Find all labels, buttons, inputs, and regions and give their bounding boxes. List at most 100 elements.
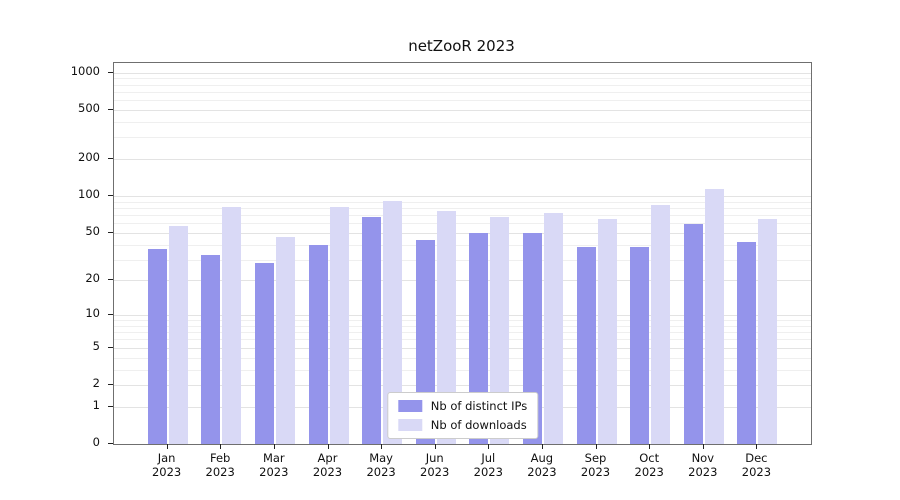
x-tick-jul	[488, 444, 490, 449]
gridline-8	[114, 325, 811, 327]
x-tick-apr	[327, 444, 329, 449]
x-tick-label: Dec 2023	[741, 451, 772, 479]
gridline-9	[114, 320, 811, 322]
y-tick-label: 5	[92, 338, 100, 353]
y-tick-label: 50	[85, 223, 100, 238]
y-tick-100	[108, 195, 113, 196]
y-tick-label: 0	[92, 435, 100, 449]
bar-nb-of-distinct-ips-jul	[469, 232, 489, 444]
gridline-30	[114, 259, 811, 261]
bar-nb-of-distinct-ips-may	[362, 216, 382, 444]
x-tick-label: Jun 2023	[420, 451, 450, 479]
legend-item-downloads: Nb of downloads	[397, 418, 527, 432]
gridline-20	[114, 280, 811, 282]
bar-nb-of-distinct-ips-nov	[683, 224, 703, 444]
gridline-80	[114, 207, 811, 209]
y-tick-1000	[108, 71, 113, 73]
x-tick-may	[381, 444, 383, 449]
gridline-900	[114, 78, 811, 80]
gridline-500	[114, 110, 811, 111]
x-tick-label: Mar 2023	[259, 451, 289, 479]
x-tick-nov	[702, 444, 704, 449]
bar-nb-of-downloads-feb	[222, 206, 242, 444]
gridline-5	[114, 347, 811, 349]
y-tick-label: 1000	[70, 63, 100, 78]
bar-nb-of-distinct-ips-feb	[201, 254, 221, 444]
x-tick-label: Jul 2023	[473, 451, 503, 479]
y-tick-1	[108, 405, 113, 407]
bar-nb-of-downloads-aug	[543, 212, 563, 444]
gridline-700	[114, 91, 811, 93]
gridline-600	[114, 100, 811, 102]
legend-swatch-downloads	[397, 419, 422, 431]
bar-nb-of-distinct-ips-aug	[522, 232, 542, 444]
bar-nb-of-downloads-jun	[436, 210, 456, 444]
x-tick-label: Feb 2023	[205, 451, 235, 479]
x-tick-jan	[166, 444, 168, 449]
x-tick-aug	[541, 444, 543, 449]
gridline-40	[114, 244, 811, 246]
y-tick-2	[108, 384, 113, 385]
bar-nb-of-downloads-jul	[490, 217, 510, 444]
gridline-800	[114, 84, 811, 86]
gridline-3	[114, 369, 811, 371]
y-tick-label: 2	[92, 376, 100, 390]
bar-nb-of-distinct-ips-mar	[254, 263, 274, 444]
gridline-2	[114, 385, 811, 386]
y-tick-label: 500	[78, 101, 100, 115]
bar-nb-of-downloads-jan	[168, 225, 188, 444]
legend: Nb of distinct IPs Nb of downloads	[386, 392, 539, 439]
gridline-60	[114, 223, 811, 225]
bar-nb-of-distinct-ips-dec	[737, 241, 757, 444]
bar-nb-of-distinct-ips-oct	[630, 247, 650, 444]
bar-nb-of-distinct-ips-sep	[576, 247, 596, 444]
x-tick-dec	[756, 444, 758, 449]
x-tick-label: Nov 2023	[688, 451, 718, 479]
bar-nb-of-downloads-dec	[758, 218, 778, 444]
bar-nb-of-downloads-sep	[597, 218, 617, 444]
legend-item-distinct-ips: Nb of distinct IPs	[397, 399, 528, 413]
gridline-10	[114, 315, 811, 317]
x-tick-label: Aug 2023	[527, 451, 557, 479]
gridline-1000	[114, 72, 811, 74]
y-tick-50	[108, 231, 113, 233]
x-tick-mar	[273, 444, 275, 449]
x-tick-label: Jan 2023	[151, 451, 182, 479]
bar-nb-of-distinct-ips-jan	[147, 248, 167, 444]
bar-nb-of-downloads-nov	[704, 189, 724, 444]
legend-swatch-distinct-ips	[397, 400, 422, 412]
y-tick-label: 100	[78, 187, 100, 201]
bar-nb-of-downloads-oct	[651, 205, 671, 444]
bar-nb-of-downloads-may	[383, 200, 403, 444]
bar-nb-of-downloads-apr	[329, 207, 349, 444]
plot-area: Nb of distinct IPs Nb of downloads	[113, 62, 812, 445]
legend-label-distinct-ips: Nb of distinct IPs	[430, 399, 528, 413]
x-tick-feb	[220, 444, 222, 449]
y-tick-label: 10	[85, 306, 100, 321]
legend-label-downloads: Nb of downloads	[430, 418, 527, 432]
y-tick-5	[108, 346, 113, 348]
x-tick-label: Oct 2023	[634, 451, 664, 479]
y-tick-200	[108, 158, 113, 159]
gridline-4	[114, 357, 811, 359]
x-tick-label: Apr 2023	[312, 451, 343, 479]
gridline-6	[114, 339, 811, 341]
y-tick-500	[108, 109, 113, 110]
gridline-300	[114, 137, 811, 139]
y-tick-20	[108, 279, 113, 281]
bar-nb-of-distinct-ips-apr	[308, 244, 328, 444]
gridline-200	[114, 159, 811, 160]
y-tick-label: 1	[92, 397, 100, 412]
y-tick-label: 200	[78, 150, 100, 164]
x-tick-label: May 2023	[366, 451, 396, 479]
x-tick-sep	[595, 444, 597, 449]
gridline-90	[114, 201, 811, 203]
gridline-100	[114, 196, 811, 197]
x-tick-oct	[649, 444, 651, 449]
gridline-50	[114, 232, 811, 234]
chart-title: netZooR 2023	[408, 37, 515, 55]
x-tick-label: Sep 2023	[580, 451, 611, 479]
y-tick-10	[108, 314, 113, 316]
gridline-400	[114, 121, 811, 123]
x-tick-jun	[434, 444, 436, 449]
